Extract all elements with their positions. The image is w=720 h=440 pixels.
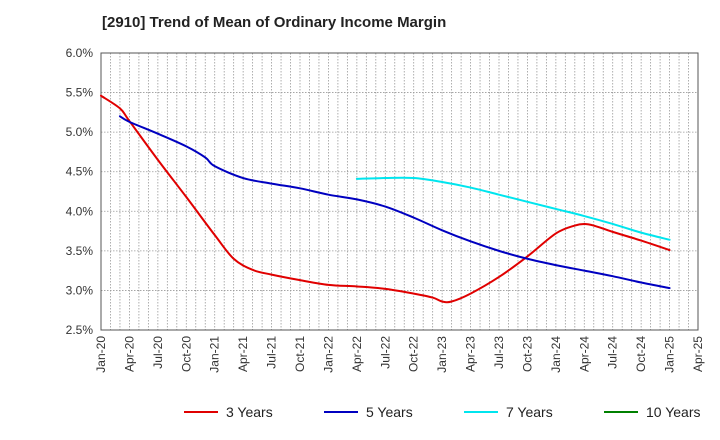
y-tick-label: 6.0%: [66, 46, 94, 60]
legend-label-10-years: 10 Years: [646, 404, 701, 420]
x-tick-label: Jan-25: [663, 336, 677, 373]
x-tick-label: Jan-20: [94, 336, 108, 373]
chart-title: [2910] Trend of Mean of Ordinary Income …: [102, 14, 447, 31]
legend-label-5-years: 5 Years: [366, 404, 413, 420]
legend-item-10-years: 10 Years: [604, 404, 720, 420]
legend-item-7-years: 7 Years: [464, 404, 604, 420]
plot-frame: [100, 52, 699, 331]
x-tick-label: Apr-25: [691, 336, 705, 372]
x-tick-label: Apr-21: [236, 336, 250, 372]
x-tick-label: Jan-23: [435, 336, 449, 373]
series-line-7-years: [355, 176, 671, 241]
x-tick-label: Apr-23: [464, 336, 478, 372]
x-tick-label: Jan-24: [549, 336, 563, 373]
x-tick-label: Jan-21: [208, 336, 222, 373]
series-line-3-years: [100, 94, 671, 304]
y-tick-label: 4.0%: [66, 204, 94, 218]
legend-swatch-5-years: [324, 411, 358, 413]
x-tick-label: Jul-20: [151, 336, 165, 369]
legend-label-7-years: 7 Years: [506, 404, 553, 420]
x-tick-label: Jul-24: [606, 336, 620, 369]
y-tick-label: 5.5%: [66, 86, 94, 100]
y-tick-label: 3.5%: [66, 244, 94, 258]
legend-swatch-7-years: [464, 411, 498, 413]
x-tick-label: Apr-22: [350, 336, 364, 372]
x-tick-label: Oct-22: [407, 336, 421, 372]
x-tick-label: Oct-21: [293, 336, 307, 372]
series-lines: [100, 94, 671, 304]
y-tick-label: 4.5%: [66, 165, 94, 179]
axes: 6.0% 5.5% 5.0% 4.5% 4.0% 3.5% 3.0% 2.5%Jan-20 Ap…: [66, 46, 705, 373]
x-tick-label: Oct-20: [179, 336, 193, 372]
grid: [100, 52, 699, 331]
x-tick-label: Oct-24: [634, 336, 648, 372]
y-tick-label: 2.5%: [66, 323, 94, 337]
y-tick-label: 3.0%: [66, 283, 94, 297]
x-tick-label: Jul-23: [492, 336, 506, 369]
x-tick-label: Jan-22: [321, 336, 335, 373]
x-tick-label: Oct-23: [520, 336, 534, 372]
legend-item-5-years: 5 Years: [324, 404, 464, 420]
legend: 3 Years 5 Years 7 Years 10 Years: [184, 404, 720, 420]
y-tick-label: 5.0%: [66, 125, 94, 139]
series-line-5-years: [118, 115, 671, 290]
x-tick-label: Apr-24: [577, 336, 591, 372]
legend-item-3-years: 3 Years: [184, 404, 324, 420]
legend-swatch-3-years: [184, 411, 218, 413]
x-tick-label: Jul-21: [265, 336, 279, 369]
x-tick-label: Apr-20: [122, 336, 136, 372]
legend-label-3-years: 3 Years: [226, 404, 273, 420]
legend-swatch-10-years: [604, 411, 638, 413]
x-tick-label: Jul-22: [378, 336, 392, 369]
